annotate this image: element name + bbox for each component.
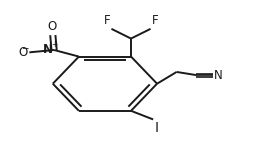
Text: +: + bbox=[51, 40, 58, 49]
Text: O: O bbox=[19, 46, 28, 59]
Text: O: O bbox=[47, 20, 56, 33]
Text: I: I bbox=[155, 121, 159, 135]
Text: −: − bbox=[21, 43, 29, 52]
Text: N: N bbox=[214, 69, 223, 82]
Text: N: N bbox=[42, 43, 53, 56]
Text: F: F bbox=[152, 14, 159, 27]
Text: F: F bbox=[103, 14, 110, 27]
